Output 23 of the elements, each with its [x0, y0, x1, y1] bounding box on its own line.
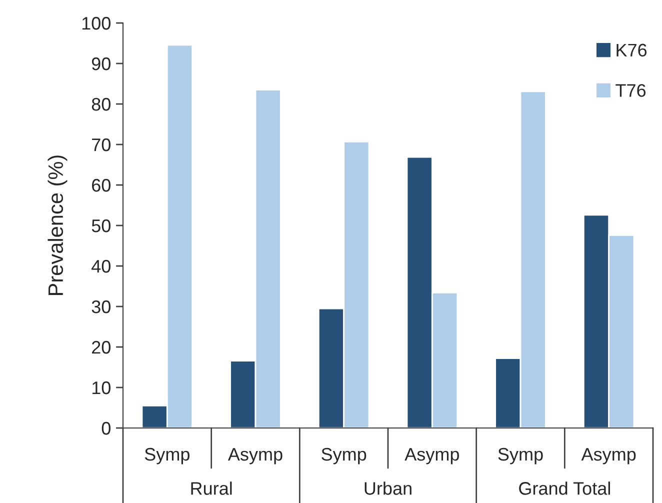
- x-tick-label: Asymp: [581, 448, 636, 464]
- y-tick-label: 60: [92, 178, 110, 192]
- x-tick-label: Asymp: [404, 448, 459, 464]
- text: Grand Total: [519, 482, 610, 495]
- x-tick-label: Symp: [144, 448, 190, 464]
- y-tick-label: 30: [92, 300, 110, 314]
- y-tick-label: 70: [92, 138, 110, 152]
- y-tick-label: 90: [92, 57, 110, 70]
- x-tick-label: Symp: [322, 448, 366, 464]
- y-tick-label: 50: [92, 219, 110, 232]
- y-tick-label: 100: [82, 16, 110, 30]
- x-tick-label: Asymp: [228, 448, 282, 464]
- y-tick-label: 80: [92, 98, 110, 111]
- text: Rural: [191, 482, 232, 495]
- text: Urban: [364, 482, 412, 495]
- legend-label: K76: [616, 44, 647, 57]
- y-axis-title: Prevalence (%): [48, 156, 68, 295]
- y-tick-label: 40: [92, 260, 110, 273]
- y-tick-label: 0: [102, 422, 110, 435]
- y-tick-label: 20: [92, 340, 110, 354]
- legend-label: T76: [616, 84, 646, 97]
- y-tick-label: 10: [92, 381, 110, 394]
- x-tick-label: Symp: [498, 448, 543, 464]
